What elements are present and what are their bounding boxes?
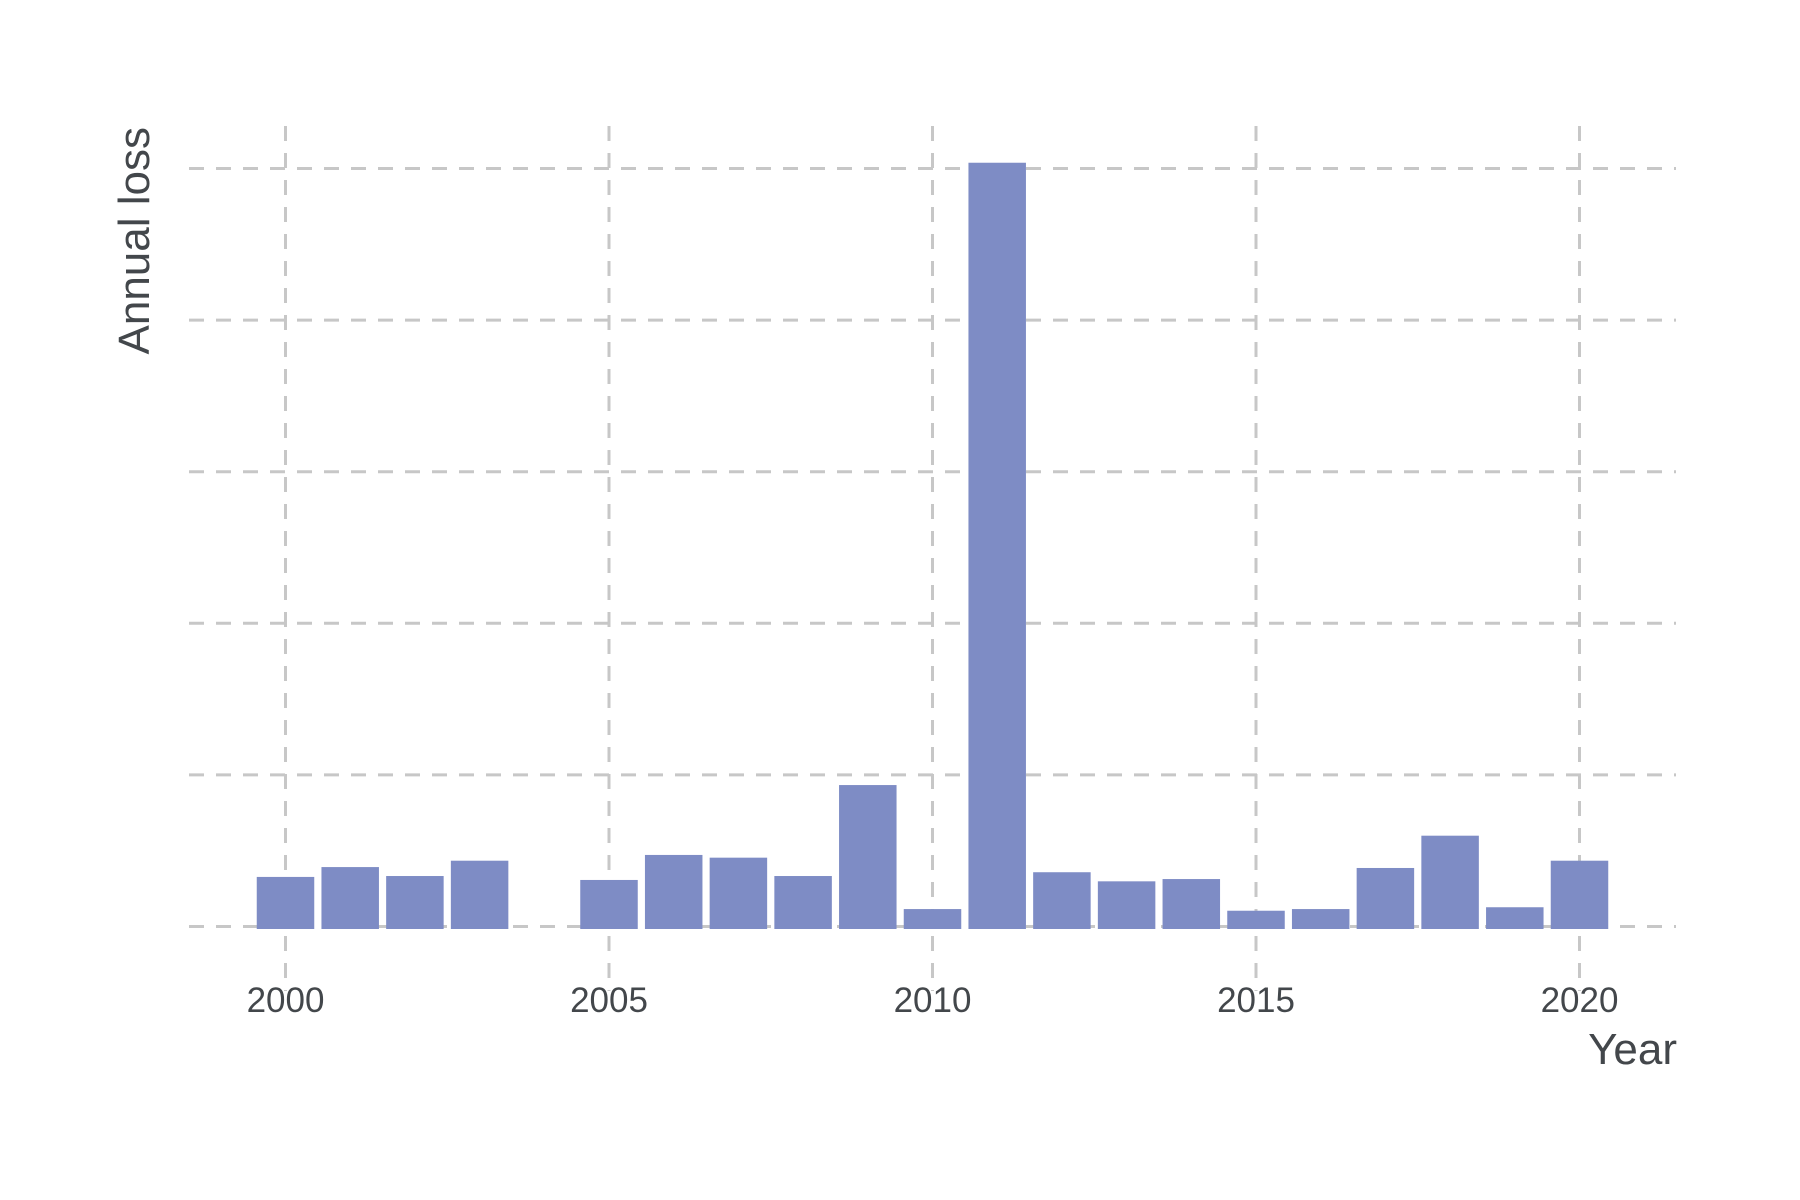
x-tick-label: 2005 [570, 981, 648, 1020]
gridlines [189, 126, 1676, 991]
bar [774, 876, 832, 929]
bar [1291, 909, 1350, 929]
bar [256, 876, 315, 929]
x-tick-label: 2000 [247, 981, 325, 1020]
bar [1486, 907, 1544, 929]
y-axis-title: Annual loss [110, 127, 159, 354]
bar [1033, 872, 1091, 929]
x-tick-label: 2010 [894, 981, 972, 1020]
x-tick-label: 2015 [1217, 981, 1295, 1020]
bar [968, 162, 1026, 929]
bar [321, 867, 379, 929]
bar [1421, 835, 1479, 929]
bar [386, 876, 444, 929]
x-tick-label: 2020 [1541, 981, 1619, 1020]
bar [839, 785, 897, 929]
x-axis-tick-labels: 2000 2005 2010 2015 2020 [247, 981, 1619, 1020]
bar [644, 854, 703, 929]
bar [1550, 860, 1609, 929]
bar [1162, 879, 1221, 929]
x-axis-title: Year [1588, 1025, 1677, 1074]
bar [903, 909, 962, 929]
bar-series [256, 162, 1609, 929]
bar [1097, 881, 1156, 929]
bar [1356, 867, 1415, 929]
bar [709, 857, 768, 929]
bar [1227, 910, 1285, 929]
bar [580, 879, 638, 929]
bar [450, 860, 509, 929]
